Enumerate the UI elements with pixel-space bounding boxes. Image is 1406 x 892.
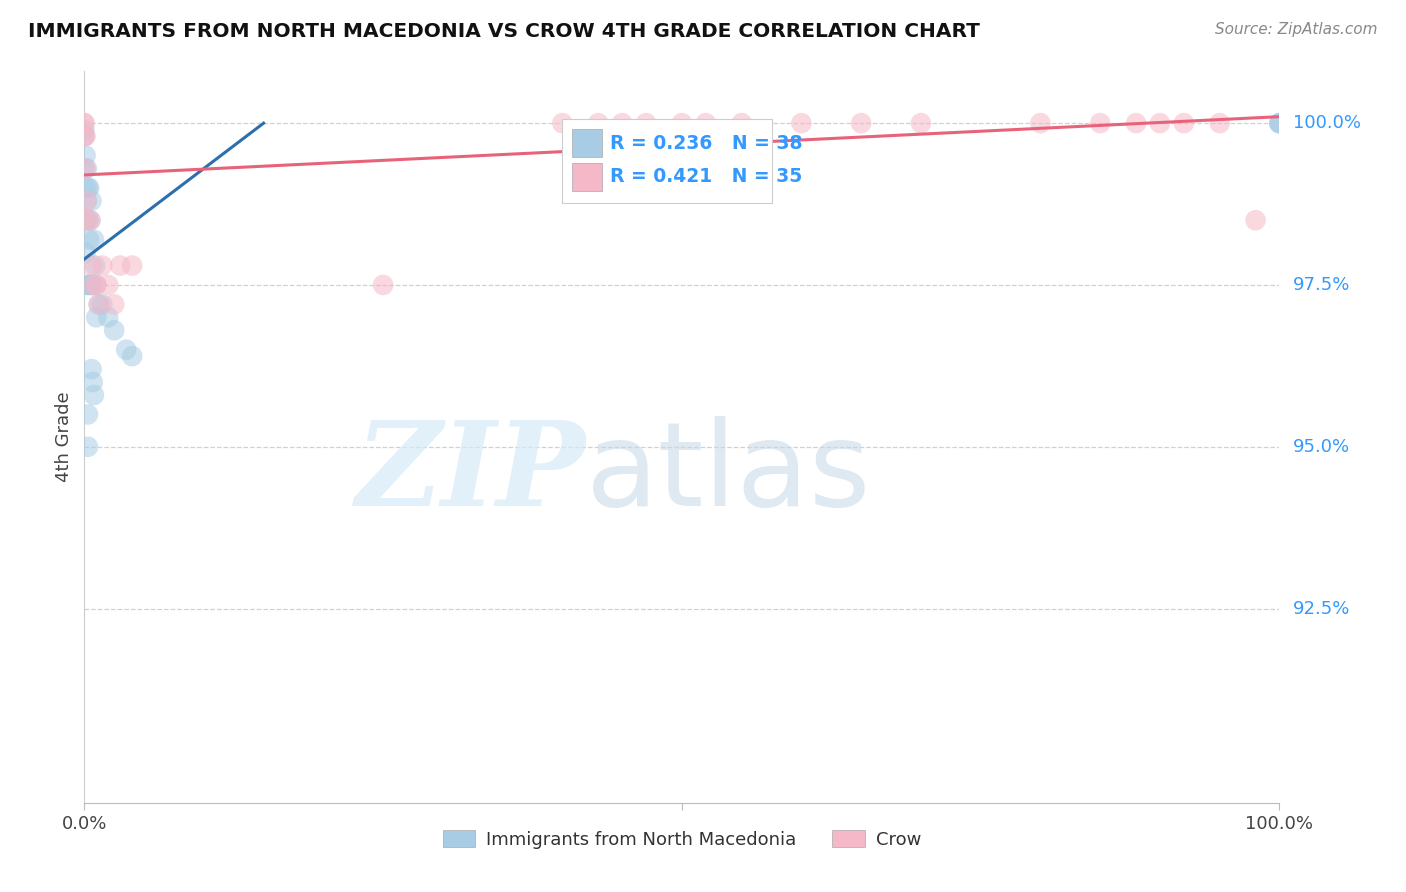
Point xyxy=(588,116,610,130)
Text: atlas: atlas xyxy=(586,417,872,531)
Point xyxy=(77,277,100,292)
Point xyxy=(73,116,96,130)
Point xyxy=(91,297,114,311)
Point xyxy=(121,349,143,363)
Point xyxy=(77,440,100,454)
Point xyxy=(76,161,98,176)
FancyBboxPatch shape xyxy=(562,119,772,203)
Text: IMMIGRANTS FROM NORTH MACEDONIA VS CROW 4TH GRADE CORRELATION CHART: IMMIGRANTS FROM NORTH MACEDONIA VS CROW … xyxy=(28,22,980,41)
Point xyxy=(77,408,100,422)
Text: Source: ZipAtlas.com: Source: ZipAtlas.com xyxy=(1215,22,1378,37)
Point xyxy=(86,310,108,325)
Point xyxy=(76,277,98,292)
Text: 92.5%: 92.5% xyxy=(1294,599,1351,617)
Point xyxy=(612,116,634,130)
Point xyxy=(1173,116,1195,130)
Point xyxy=(79,277,101,292)
Point xyxy=(83,233,105,247)
Point xyxy=(87,297,110,311)
Point xyxy=(75,181,97,195)
Point xyxy=(80,194,103,208)
Point xyxy=(82,277,104,292)
Point xyxy=(91,259,114,273)
Text: ZIP: ZIP xyxy=(356,417,586,531)
Point xyxy=(910,116,932,130)
Point xyxy=(1090,116,1112,130)
FancyBboxPatch shape xyxy=(572,129,602,157)
Point xyxy=(77,181,100,195)
Point xyxy=(671,116,693,130)
Point xyxy=(75,148,97,162)
Point xyxy=(103,323,125,337)
Point xyxy=(1209,116,1232,130)
FancyBboxPatch shape xyxy=(572,162,602,191)
Point xyxy=(82,375,104,389)
Point xyxy=(1268,116,1291,130)
Point xyxy=(87,297,110,311)
Point xyxy=(76,194,98,208)
Legend: Immigrants from North Macedonia, Crow: Immigrants from North Macedonia, Crow xyxy=(436,822,928,856)
Point xyxy=(97,277,120,292)
Point xyxy=(77,213,100,227)
Text: R = 0.421   N = 35: R = 0.421 N = 35 xyxy=(610,167,803,186)
Point xyxy=(73,116,96,130)
Point xyxy=(1268,116,1291,130)
Point xyxy=(731,116,754,130)
Point xyxy=(76,194,98,208)
Point xyxy=(73,129,96,144)
Point xyxy=(79,213,101,227)
Point xyxy=(1149,116,1171,130)
Y-axis label: 4th Grade: 4th Grade xyxy=(55,392,73,483)
Point xyxy=(115,343,138,357)
Point xyxy=(84,259,107,273)
Point xyxy=(1268,116,1291,130)
Point xyxy=(636,116,658,130)
Point xyxy=(73,129,96,144)
Point xyxy=(695,116,717,130)
Point xyxy=(73,161,96,176)
Point xyxy=(1125,116,1147,130)
Point xyxy=(373,277,395,292)
Point xyxy=(86,277,108,292)
Point xyxy=(80,362,103,376)
Point xyxy=(80,259,103,273)
Text: 100.0%: 100.0% xyxy=(1294,114,1361,132)
Point xyxy=(551,116,574,130)
Point xyxy=(77,233,100,247)
Text: 95.0%: 95.0% xyxy=(1294,438,1351,456)
Point xyxy=(79,213,101,227)
Point xyxy=(97,310,120,325)
Point xyxy=(77,213,100,227)
Point xyxy=(851,116,873,130)
Point xyxy=(1029,116,1052,130)
Point xyxy=(1244,213,1267,227)
Point xyxy=(75,245,97,260)
Text: R = 0.236   N = 38: R = 0.236 N = 38 xyxy=(610,134,803,153)
Point xyxy=(103,297,125,311)
Point xyxy=(80,277,103,292)
Point xyxy=(75,213,97,227)
Point xyxy=(121,259,143,273)
Point xyxy=(73,122,96,136)
Point xyxy=(790,116,813,130)
Point xyxy=(75,129,97,144)
Point xyxy=(75,161,97,176)
Text: 97.5%: 97.5% xyxy=(1294,276,1351,294)
Point xyxy=(77,181,100,195)
Point xyxy=(110,259,132,273)
Point xyxy=(86,277,108,292)
Point xyxy=(83,388,105,402)
Point xyxy=(83,277,105,292)
